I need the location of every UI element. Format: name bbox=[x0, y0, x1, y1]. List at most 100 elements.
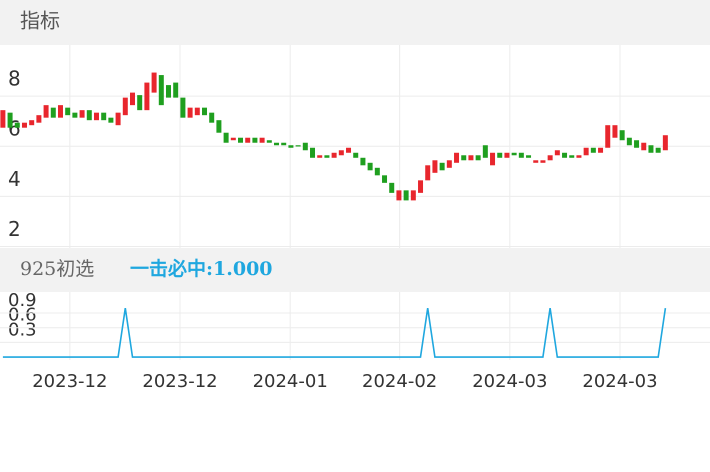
candle bbox=[238, 137, 244, 143]
candle bbox=[418, 180, 424, 193]
candle bbox=[266, 140, 272, 143]
candle bbox=[619, 130, 625, 141]
header-bar bbox=[0, 0, 710, 45]
candle bbox=[374, 167, 380, 176]
header-title: 指标 bbox=[20, 9, 60, 33]
x-tick-label: 2024-03 bbox=[582, 371, 657, 392]
candle bbox=[648, 145, 654, 153]
candle bbox=[295, 145, 301, 147]
candle bbox=[57, 105, 63, 118]
candle bbox=[526, 155, 532, 158]
candle bbox=[310, 147, 316, 158]
candle bbox=[497, 152, 503, 158]
candle bbox=[36, 115, 42, 123]
candle bbox=[230, 137, 236, 141]
candle bbox=[86, 110, 92, 121]
candle bbox=[115, 112, 121, 126]
candle bbox=[605, 125, 611, 148]
candle bbox=[562, 152, 568, 158]
candle bbox=[382, 175, 388, 183]
candle bbox=[454, 152, 460, 163]
y-tick-label: 0.6 bbox=[8, 305, 37, 326]
candle bbox=[50, 107, 56, 118]
x-tick-label: 2024-01 bbox=[253, 371, 328, 392]
candle bbox=[144, 82, 150, 111]
candle bbox=[165, 85, 171, 98]
candle bbox=[626, 137, 632, 146]
candle bbox=[634, 140, 640, 148]
candle bbox=[180, 97, 186, 118]
candle bbox=[151, 72, 157, 93]
candle bbox=[590, 147, 596, 153]
x-tick-label: 2024-03 bbox=[472, 371, 547, 392]
candle bbox=[598, 147, 604, 153]
candle bbox=[511, 152, 517, 156]
candle bbox=[29, 120, 35, 126]
candle bbox=[129, 92, 135, 106]
candle bbox=[21, 122, 27, 128]
candle bbox=[461, 155, 467, 161]
y-tick-label: 8 bbox=[8, 67, 21, 91]
candle bbox=[331, 152, 337, 158]
candle bbox=[324, 155, 330, 158]
candle bbox=[259, 137, 265, 143]
y-tick-label: 4 bbox=[8, 167, 21, 191]
candle bbox=[65, 107, 71, 116]
candle bbox=[569, 155, 575, 158]
candle bbox=[482, 145, 488, 158]
candle bbox=[14, 122, 20, 128]
candle bbox=[410, 190, 416, 201]
candle bbox=[396, 190, 402, 201]
candle bbox=[187, 107, 193, 118]
candle bbox=[7, 112, 13, 128]
y-tick-label: 0.9 bbox=[8, 290, 37, 311]
candle bbox=[439, 162, 445, 171]
y-tick-label: 0.3 bbox=[8, 319, 37, 340]
candle bbox=[158, 75, 164, 106]
candle bbox=[223, 132, 229, 143]
candle bbox=[425, 165, 431, 181]
candle bbox=[533, 160, 539, 163]
candle bbox=[137, 95, 143, 111]
indicator-bar bbox=[0, 248, 710, 292]
candle bbox=[353, 152, 359, 158]
candle bbox=[122, 97, 128, 116]
x-tick-label: 2023-12 bbox=[142, 371, 217, 392]
candle bbox=[245, 137, 251, 143]
candle bbox=[583, 147, 589, 156]
candle bbox=[554, 150, 560, 156]
candle bbox=[540, 160, 546, 163]
candle bbox=[360, 157, 366, 166]
candle bbox=[216, 120, 222, 133]
candle bbox=[576, 155, 582, 158]
candle bbox=[72, 112, 78, 118]
candle bbox=[101, 112, 107, 121]
indicator-line bbox=[2, 307, 667, 358]
candle bbox=[612, 125, 618, 138]
candle bbox=[93, 112, 99, 121]
candle bbox=[209, 112, 215, 123]
candle bbox=[403, 190, 409, 201]
x-tick-label: 2023-12 bbox=[32, 371, 107, 392]
candle bbox=[108, 117, 114, 123]
candle bbox=[504, 152, 510, 158]
candle bbox=[446, 160, 452, 168]
candle bbox=[475, 155, 481, 161]
candle bbox=[389, 182, 395, 193]
candle bbox=[202, 107, 208, 116]
candle bbox=[79, 110, 85, 118]
indicator-title: 925初选 bbox=[20, 258, 94, 280]
candle bbox=[173, 82, 179, 98]
candle bbox=[547, 155, 553, 161]
candle bbox=[194, 107, 200, 116]
candle bbox=[288, 145, 294, 148]
candle bbox=[518, 152, 524, 158]
candle bbox=[0, 110, 6, 128]
y-tick-label: 2 bbox=[8, 217, 21, 241]
candle bbox=[432, 160, 438, 173]
candle bbox=[281, 142, 287, 146]
candle bbox=[274, 142, 280, 146]
indicator-value: 一击必中:1.000 bbox=[130, 257, 273, 280]
x-tick-label: 2024-02 bbox=[362, 371, 437, 392]
